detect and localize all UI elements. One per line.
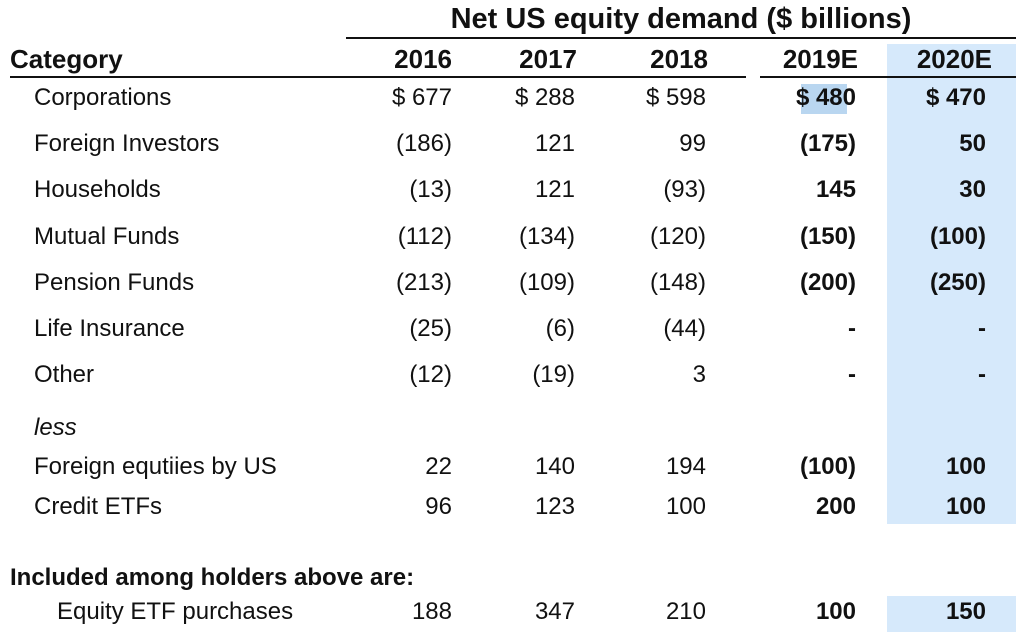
included-row-0-label: Equity ETF purchases (57, 598, 294, 625)
table-row-5-value-3: - (848, 315, 856, 342)
header-2017: 2017 (519, 44, 577, 74)
table-row-4-value-0: (213) (395, 269, 452, 296)
header-rule-estimates (760, 76, 1016, 78)
table-row-4-value-2: (148) (649, 269, 706, 296)
title-underline (346, 37, 1016, 39)
table-row-0-value-2: $ 598 (645, 84, 706, 111)
table-row-3-value-1: (134) (518, 223, 575, 250)
table-row-4-value-4: (250) (929, 269, 986, 296)
table-title: Net US equity demand ($ billions) (450, 3, 912, 35)
header-2019e: 2019E (782, 44, 858, 74)
table-row-5-label: Life Insurance (34, 315, 185, 342)
less-row-0-label: Foreign equtiies by US (34, 453, 277, 480)
table-row-6-value-1: (19) (532, 361, 575, 388)
less-row-0-value-1: 140 (534, 453, 575, 480)
table-row-6-value-0: (12) (409, 361, 452, 388)
included-row-0-value-2: 210 (665, 598, 706, 625)
table-row-2-value-3: 145 (815, 176, 856, 203)
table-row-2-value-4: 30 (959, 176, 986, 203)
highlight-2020e-column (887, 44, 1016, 524)
table-row-0-value-4: $ 470 (925, 84, 986, 111)
table-row-2-value-1: 121 (534, 176, 575, 203)
header-2018: 2018 (650, 44, 708, 74)
header-2016: 2016 (394, 44, 452, 74)
header-category: Category (10, 44, 123, 74)
header-rule-historical (10, 76, 746, 78)
table-row-6-value-2: 3 (692, 361, 706, 388)
table-row-4-label: Pension Funds (34, 269, 195, 296)
table-row-4-value-1: (109) (518, 269, 575, 296)
table-row-1-value-0: (186) (395, 130, 452, 157)
table-row-1-value-3: (175) (799, 130, 856, 157)
highlight-2020e-last-cell (887, 596, 1016, 632)
less-row-0-value-3: (100) (799, 453, 856, 480)
table-row-5-value-1: (6) (545, 315, 575, 342)
table-row-3-value-2: (120) (649, 223, 706, 250)
table-row-1-value-1: 121 (534, 130, 575, 157)
less-row-1-value-1: 123 (534, 493, 575, 520)
table-row-1-value-2: 99 (679, 130, 706, 157)
table-row-3-value-0: (112) (397, 223, 452, 250)
less-row-0-value-4: 100 (945, 453, 986, 480)
table-row-2-value-2: (93) (663, 176, 706, 203)
less-row-1-value-2: 100 (665, 493, 706, 520)
table-row-0-value-1: $ 288 (514, 84, 575, 111)
table-row-6-label: Other (34, 361, 95, 388)
table-row-6-value-4: - (978, 361, 986, 388)
less-row-0-value-2: 194 (665, 453, 706, 480)
less-row-0-value-0: 22 (425, 453, 452, 480)
table-row-3-value-4: (100) (929, 223, 986, 250)
table-row-0-value-0: $ 677 (391, 84, 452, 111)
less-row-1-value-0: 96 (425, 493, 452, 520)
included-row-0-value-4: 150 (945, 598, 986, 625)
less-row-1-value-3: 200 (815, 493, 856, 520)
text-selection-highlight (801, 84, 847, 114)
table-row-5-value-0: (25) (409, 315, 452, 342)
included-heading: Included among holders above are: (10, 564, 415, 591)
less-row-1-label: Credit ETFs (34, 493, 163, 520)
table-row-2-label: Households (34, 176, 161, 203)
table-row-5-value-4: - (978, 315, 986, 342)
table-row-2-value-0: (13) (409, 176, 452, 203)
table-row-4-value-3: (200) (799, 269, 856, 296)
table-row-3-value-3: (150) (799, 223, 856, 250)
table-row-3-label: Mutual Funds (34, 223, 180, 250)
table-row-5-value-2: (44) (663, 315, 706, 342)
table-row-0-value-3: $ 480 (795, 84, 856, 111)
less-label: less (34, 414, 77, 441)
table-row-1-value-4: 50 (959, 130, 986, 157)
included-row-0-value-0: 188 (411, 598, 452, 625)
table-row-6-value-3: - (848, 361, 856, 388)
less-row-1-value-4: 100 (945, 493, 986, 520)
included-row-0-value-3: 100 (815, 598, 856, 625)
header-2020e: 2020E (916, 44, 992, 74)
table-row-1-label: Foreign Investors (34, 130, 220, 157)
table-row-0-label: Corporations (34, 84, 172, 111)
included-row-0-value-1: 347 (534, 598, 575, 625)
